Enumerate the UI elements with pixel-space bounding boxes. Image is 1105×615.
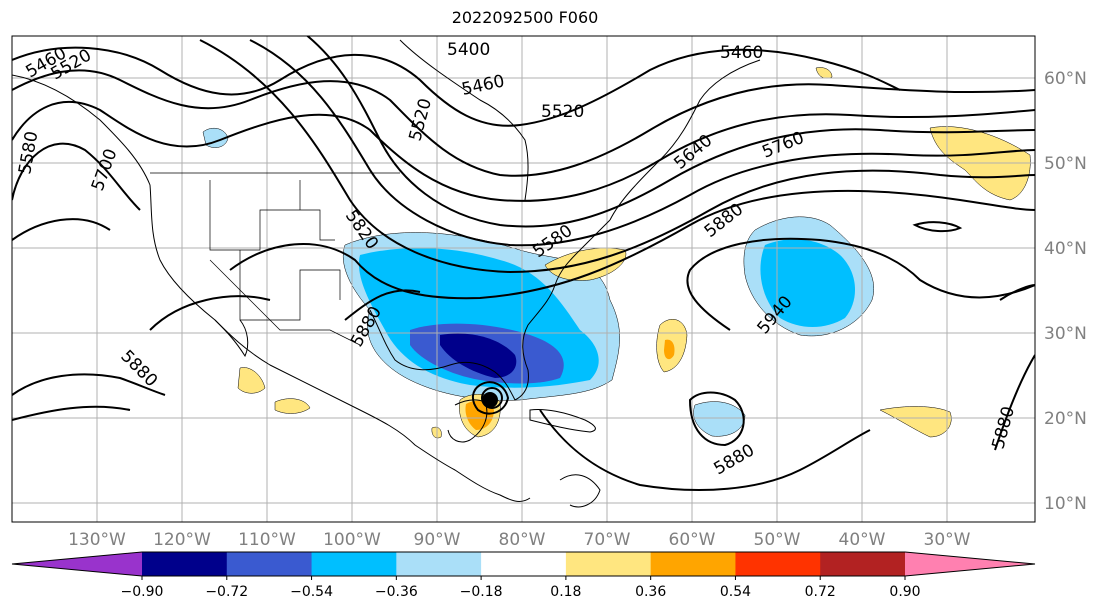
- lat-label: 50°N: [1044, 154, 1087, 174]
- latitude-labels: 60°N 50°N 40°N 30°N 20°N 10°N: [1044, 69, 1087, 514]
- contour-label: 5700: [88, 146, 122, 193]
- lon-label: 90°W: [414, 530, 461, 550]
- colorbar-extend-low: [12, 552, 142, 576]
- lon-label: 130°W: [68, 530, 126, 550]
- lon-label: 40°W: [839, 530, 886, 550]
- lon-label: 80°W: [499, 530, 546, 550]
- colorbar-segment: [820, 552, 906, 576]
- map-frame: [11, 35, 1036, 523]
- lon-label: 110°W: [238, 530, 296, 550]
- colorbar-tick-label: −0.36: [375, 584, 418, 600]
- colorbar-tick-label: −0.72: [205, 584, 248, 600]
- coastlines: [12, 39, 761, 508]
- map-layers: 5460 5520 5400 5460 5460 5520 5520 5580 …: [12, 36, 1035, 522]
- longitude-labels: 130°W 120°W 110°W 100°W 90°W 80°W 70°W 6…: [68, 530, 971, 550]
- colorbar-extend-high: [905, 552, 1035, 576]
- lat-label: 40°N: [1044, 239, 1087, 259]
- lon-label: 30°W: [924, 530, 971, 550]
- contour-label: 5520: [406, 96, 437, 143]
- colorbar-segment: [142, 552, 228, 576]
- colorbar-tick-label: 0.90: [889, 584, 920, 600]
- contour-label: 5460: [720, 43, 763, 63]
- colorbar-tick-label: 0.18: [550, 584, 581, 600]
- colorbar-segment: [481, 552, 567, 576]
- contour-label: 5520: [541, 102, 584, 122]
- anomaly-fill: [202, 67, 1031, 439]
- colorbar-tick-label: −0.90: [121, 584, 164, 600]
- colorbar-segment: [311, 552, 397, 576]
- lat-label: 10°N: [1044, 494, 1087, 514]
- height-contours: [12, 36, 1035, 491]
- colorbar-tick-label: −0.18: [460, 584, 503, 600]
- contour-label: 5760: [759, 128, 807, 163]
- colorbar-segment: [650, 552, 736, 576]
- lon-label: 120°W: [153, 530, 211, 550]
- colorbar-segment: [735, 552, 821, 576]
- colorbar-tick-label: 0.72: [805, 584, 836, 600]
- lat-label: 60°N: [1044, 69, 1087, 89]
- contour-label: 5880: [989, 404, 1020, 451]
- contour-label: 5460: [460, 71, 506, 100]
- map-title: 2022092500 F060: [451, 8, 599, 27]
- colorbar-segment: [396, 552, 482, 576]
- storm-center-marker: [482, 392, 498, 408]
- contour-label: 5880: [701, 200, 747, 242]
- colorbar-segment: [565, 552, 652, 576]
- colorbar-segment: [226, 552, 313, 576]
- lon-label: 60°W: [669, 530, 716, 550]
- colorbar: −0.90 −0.72 −0.54 −0.36 −0.18 0.18 0.36 0.54 0.7…: [11, 551, 1036, 600]
- contour-label: 5580: [15, 130, 42, 176]
- lat-label: 30°N: [1044, 324, 1087, 344]
- lon-label: 100°W: [323, 530, 381, 550]
- lon-label: 70°W: [584, 530, 631, 550]
- political-borders: [150, 172, 400, 346]
- colorbar-tick-label: 0.36: [635, 584, 666, 600]
- contour-label: 5400: [447, 40, 490, 60]
- contour-label: 5880: [711, 440, 758, 479]
- lat-label: 20°N: [1044, 409, 1087, 429]
- colorbar-tick-label: −0.54: [290, 584, 333, 600]
- lon-label: 50°W: [754, 530, 801, 550]
- colorbar-tick-label: 0.54: [720, 584, 751, 600]
